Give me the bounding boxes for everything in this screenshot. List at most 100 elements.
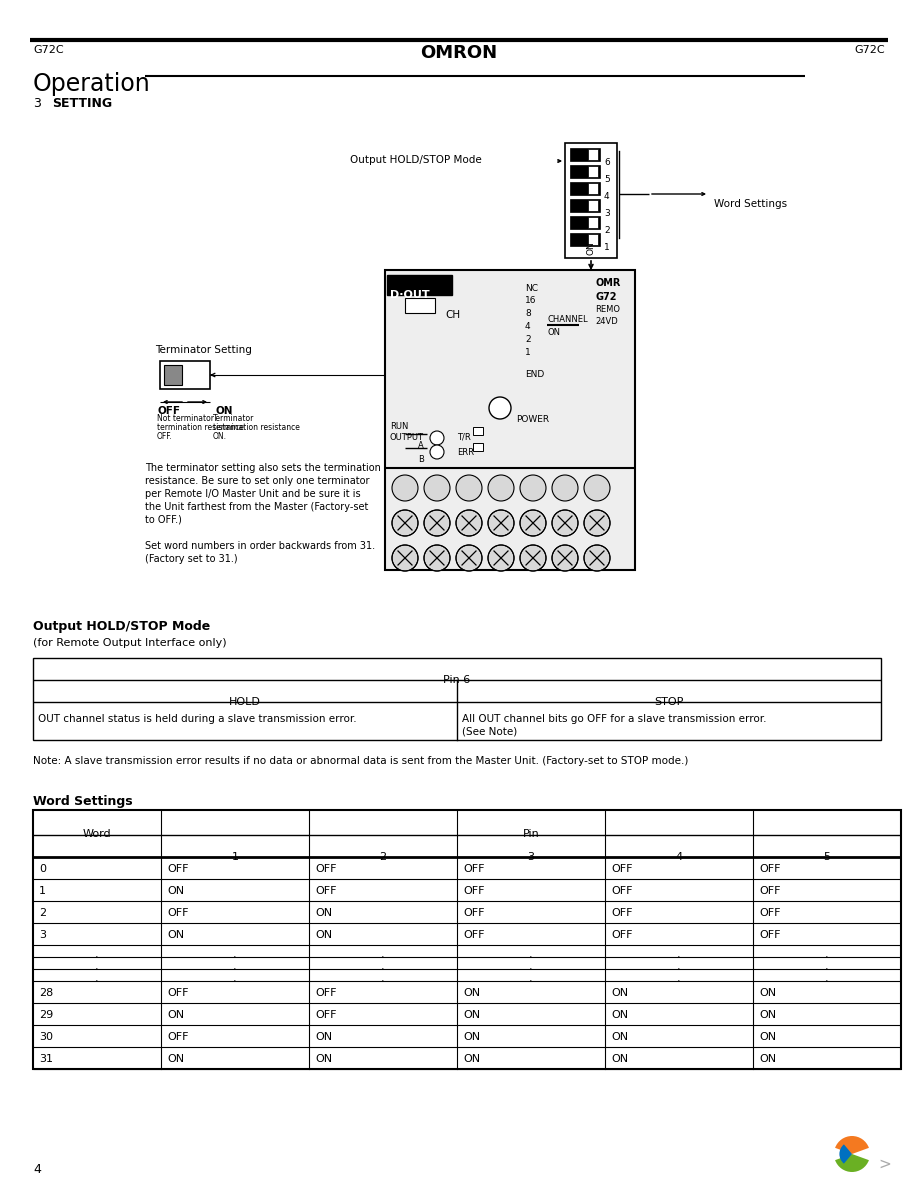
- Text: ON: ON: [759, 1010, 776, 1020]
- Text: OUT channel status is held during a slave transmission error.: OUT channel status is held during a slav…: [38, 714, 356, 723]
- Text: .: .: [233, 949, 237, 959]
- Text: .: .: [529, 961, 532, 971]
- Wedge shape: [835, 1154, 869, 1173]
- Circle shape: [489, 397, 511, 419]
- Bar: [160, 361, 210, 388]
- Text: 29: 29: [39, 1010, 53, 1020]
- Circle shape: [584, 510, 610, 536]
- Text: OFF: OFF: [759, 908, 780, 918]
- Text: T/R: T/R: [457, 432, 471, 441]
- Text: 8: 8: [525, 309, 531, 318]
- Text: CHANNEL: CHANNEL: [547, 315, 588, 324]
- Text: Terminator: Terminator: [213, 413, 254, 423]
- Text: Terminator Setting: Terminator Setting: [155, 345, 252, 355]
- Circle shape: [456, 545, 482, 571]
- Text: OFF: OFF: [463, 886, 485, 896]
- Text: G72C: G72C: [33, 45, 63, 55]
- Text: .: .: [381, 973, 385, 982]
- Text: ERR: ERR: [457, 448, 474, 457]
- Text: 5: 5: [604, 175, 610, 184]
- Text: Word: Word: [83, 829, 111, 839]
- Bar: [570, 200, 600, 211]
- Text: .: .: [529, 973, 532, 982]
- Text: 3: 3: [528, 852, 534, 862]
- Text: .: .: [677, 949, 681, 959]
- Text: 2: 2: [379, 852, 386, 862]
- Text: .: .: [529, 949, 532, 959]
- Text: OFF: OFF: [759, 930, 780, 940]
- Circle shape: [430, 446, 444, 459]
- Text: Not terminator: Not terminator: [157, 413, 214, 423]
- Text: OFF: OFF: [759, 864, 780, 874]
- Text: ON: ON: [315, 930, 332, 940]
- Circle shape: [552, 510, 578, 536]
- Circle shape: [456, 510, 482, 536]
- Bar: [588, 217, 598, 228]
- Text: termination resistance: termination resistance: [213, 423, 300, 432]
- Circle shape: [584, 475, 610, 501]
- Text: OFF: OFF: [167, 988, 188, 998]
- Text: B: B: [418, 455, 424, 465]
- Text: ON: ON: [611, 988, 628, 998]
- Text: OFF: OFF: [157, 406, 180, 416]
- Bar: [570, 182, 600, 195]
- Text: 1: 1: [39, 886, 46, 896]
- Text: ON: ON: [167, 1054, 185, 1064]
- Text: A: A: [418, 441, 424, 450]
- Text: OFF: OFF: [611, 886, 633, 896]
- Text: CH: CH: [445, 310, 460, 320]
- Text: .: .: [233, 961, 237, 971]
- Text: POWER: POWER: [516, 415, 549, 424]
- Bar: [588, 183, 598, 194]
- Text: ON: ON: [611, 1054, 628, 1064]
- Text: 4: 4: [676, 852, 683, 862]
- Text: Output HOLD/STOP Mode: Output HOLD/STOP Mode: [33, 620, 210, 633]
- Text: termination resistance: termination resistance: [157, 423, 244, 432]
- Text: 1: 1: [525, 348, 531, 358]
- Text: ON: ON: [759, 1032, 776, 1042]
- Circle shape: [424, 510, 450, 536]
- Text: ON: ON: [547, 328, 560, 337]
- Text: ON.: ON.: [213, 432, 227, 441]
- Text: OMR: OMR: [595, 278, 621, 287]
- Text: ON: ON: [167, 930, 185, 940]
- Text: Note: A slave transmission error results if no data or abnormal data is sent fro: Note: A slave transmission error results…: [33, 756, 688, 766]
- Bar: [405, 298, 435, 312]
- Bar: [570, 216, 600, 229]
- Circle shape: [488, 475, 514, 501]
- Bar: [473, 443, 483, 451]
- Bar: [385, 270, 635, 570]
- Circle shape: [520, 475, 546, 501]
- Text: ON: ON: [315, 1032, 332, 1042]
- Text: ON: ON: [587, 241, 596, 255]
- Text: OFF: OFF: [167, 908, 188, 918]
- Circle shape: [424, 545, 450, 571]
- Text: .: .: [95, 961, 99, 971]
- Text: All OUT channel bits go OFF for a slave transmission error.: All OUT channel bits go OFF for a slave …: [462, 714, 767, 723]
- Text: ON: ON: [463, 1054, 480, 1064]
- Text: 2: 2: [525, 335, 531, 345]
- Text: OUTPUT: OUTPUT: [390, 432, 424, 442]
- Text: ON: ON: [463, 1032, 480, 1042]
- Circle shape: [392, 545, 418, 571]
- Text: OFF: OFF: [315, 886, 337, 896]
- Text: OFF: OFF: [759, 886, 780, 896]
- Text: 31: 31: [39, 1054, 53, 1064]
- Text: 6: 6: [604, 158, 610, 168]
- Circle shape: [392, 510, 418, 536]
- Text: Word Settings: Word Settings: [714, 200, 787, 209]
- Text: 24VD: 24VD: [595, 317, 618, 326]
- Text: .: .: [95, 973, 99, 982]
- Text: OFF: OFF: [463, 864, 485, 874]
- Text: 2: 2: [39, 908, 46, 918]
- Text: .: .: [825, 949, 829, 959]
- Text: SETTING: SETTING: [52, 97, 112, 110]
- Text: OFF: OFF: [167, 864, 188, 874]
- Text: OFF: OFF: [315, 988, 337, 998]
- Text: OFF: OFF: [463, 908, 485, 918]
- Text: HOLD: HOLD: [230, 697, 261, 707]
- Text: 4: 4: [525, 322, 531, 331]
- Text: END: END: [525, 369, 544, 379]
- Text: .: .: [825, 961, 829, 971]
- Text: ON: ON: [463, 988, 480, 998]
